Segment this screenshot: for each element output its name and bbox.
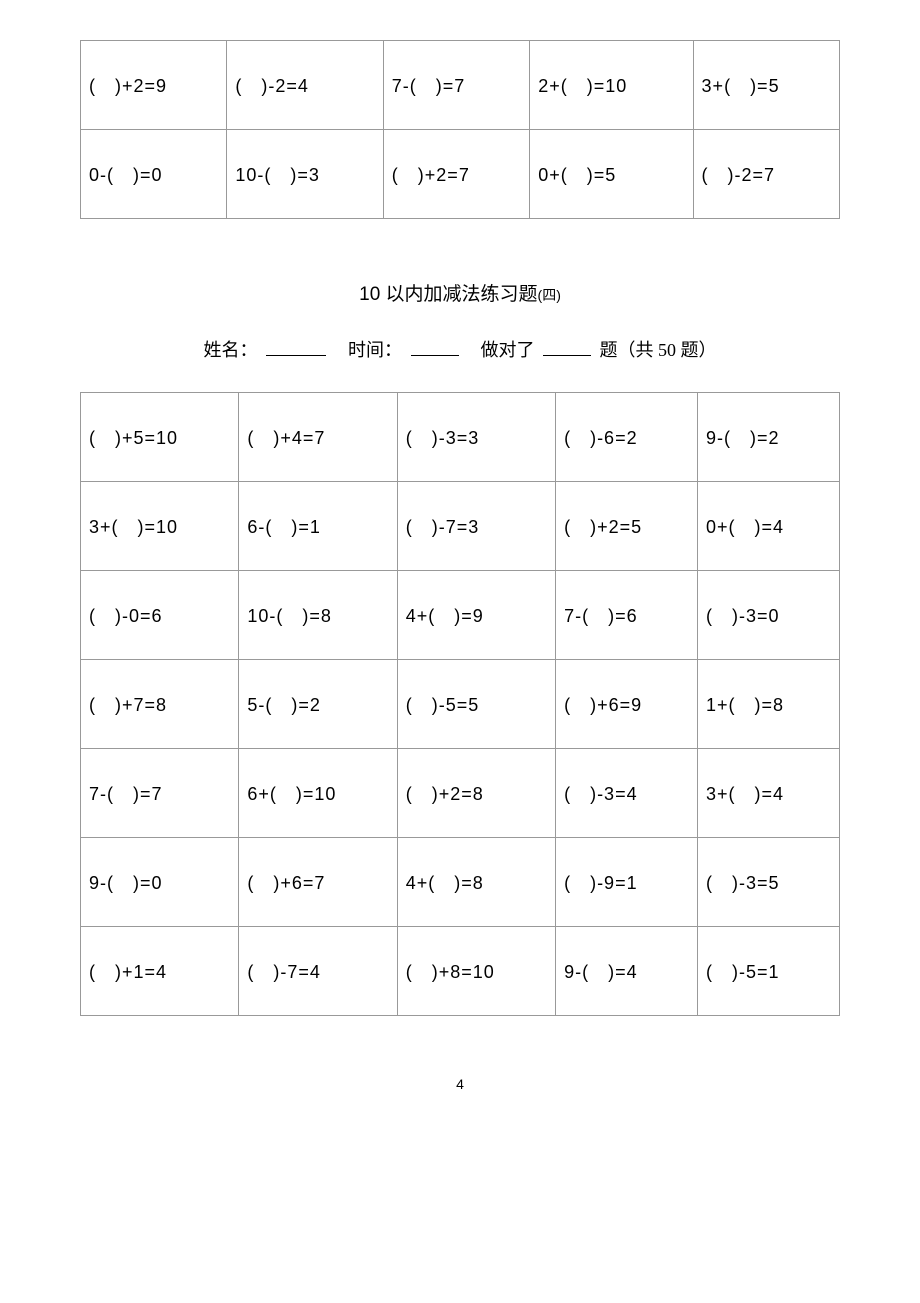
problem-cell[interactable]: ( )+2=8 bbox=[397, 749, 555, 838]
problem-cell[interactable]: 4+( )=9 bbox=[397, 571, 555, 660]
time-blank[interactable] bbox=[411, 355, 459, 356]
problem-cell[interactable]: 3+( )=4 bbox=[698, 749, 840, 838]
problem-cell[interactable]: 1+( )=8 bbox=[698, 660, 840, 749]
section-title: 10 以内加减法练习题(四) bbox=[80, 279, 840, 306]
problem-cell[interactable]: 6-( )=1 bbox=[239, 482, 397, 571]
problem-cell[interactable]: 9-( )=0 bbox=[81, 838, 239, 927]
correct-label: 做对了 bbox=[481, 340, 535, 360]
table-row: ( )+5=10( )+4=7( )-3=3( )-6=29-( )=2 bbox=[81, 393, 840, 482]
problem-cell[interactable]: 3+( )=5 bbox=[693, 41, 839, 130]
worksheet-table-1: ( )+2=9( )-2=47-( )=72+( )=103+( )=50-( … bbox=[80, 40, 840, 219]
problem-cell[interactable]: 10-( )=3 bbox=[227, 130, 383, 219]
problem-cell[interactable]: ( )+2=5 bbox=[556, 482, 698, 571]
problem-cell[interactable]: 5-( )=2 bbox=[239, 660, 397, 749]
problem-cell[interactable]: ( )+2=9 bbox=[81, 41, 227, 130]
problem-cell[interactable]: ( )+1=4 bbox=[81, 927, 239, 1016]
table-row: 9-( )=0( )+6=74+( )=8( )-9=1( )-3=5 bbox=[81, 838, 840, 927]
title-prefix: 10 以内加减法练习题 bbox=[359, 284, 537, 305]
problem-cell[interactable]: ( )-2=4 bbox=[227, 41, 383, 130]
problem-cell[interactable]: 6+( )=10 bbox=[239, 749, 397, 838]
problem-cell[interactable]: ( )-3=0 bbox=[698, 571, 840, 660]
problem-cell[interactable]: 2+( )=10 bbox=[530, 41, 693, 130]
problem-cell[interactable]: ( )+6=7 bbox=[239, 838, 397, 927]
worksheet-table-2: ( )+5=10( )+4=7( )-3=3( )-6=29-( )=23+( … bbox=[80, 392, 840, 1016]
problem-cell[interactable]: ( )-7=4 bbox=[239, 927, 397, 1016]
problem-cell[interactable]: ( )+4=7 bbox=[239, 393, 397, 482]
problem-cell[interactable]: 7-( )=6 bbox=[556, 571, 698, 660]
problem-cell[interactable]: 7-( )=7 bbox=[81, 749, 239, 838]
correct-blank[interactable] bbox=[543, 355, 591, 356]
info-line: 姓名： 时间： 做对了 题（共 50 题） bbox=[80, 336, 840, 362]
problem-cell[interactable]: ( )-3=4 bbox=[556, 749, 698, 838]
table-row: 7-( )=76+( )=10( )+2=8( )-3=43+( )=4 bbox=[81, 749, 840, 838]
problem-cell[interactable]: 0+( )=5 bbox=[530, 130, 693, 219]
table-row: ( )+7=85-( )=2( )-5=5( )+6=91+( )=8 bbox=[81, 660, 840, 749]
name-blank[interactable] bbox=[266, 355, 326, 356]
table-row: 0-( )=010-( )=3( )+2=70+( )=5( )-2=7 bbox=[81, 130, 840, 219]
problem-cell[interactable]: 9-( )=4 bbox=[556, 927, 698, 1016]
problem-cell[interactable]: ( )-5=1 bbox=[698, 927, 840, 1016]
problem-cell[interactable]: ( )-0=6 bbox=[81, 571, 239, 660]
problem-cell[interactable]: ( )-5=5 bbox=[397, 660, 555, 749]
problem-cell[interactable]: 0-( )=0 bbox=[81, 130, 227, 219]
problem-cell[interactable]: ( )+6=9 bbox=[556, 660, 698, 749]
problem-cell[interactable]: ( )+8=10 bbox=[397, 927, 555, 1016]
page-number: 4 bbox=[80, 1076, 840, 1092]
problem-cell[interactable]: 10-( )=8 bbox=[239, 571, 397, 660]
problem-cell[interactable]: ( )-7=3 bbox=[397, 482, 555, 571]
problem-cell[interactable]: 3+( )=10 bbox=[81, 482, 239, 571]
name-label: 姓名： bbox=[204, 340, 258, 360]
problem-cell[interactable]: 0+( )=4 bbox=[698, 482, 840, 571]
table-row: ( )+2=9( )-2=47-( )=72+( )=103+( )=5 bbox=[81, 41, 840, 130]
problem-cell[interactable]: ( )+5=10 bbox=[81, 393, 239, 482]
problem-cell[interactable]: 7-( )=7 bbox=[383, 41, 529, 130]
table-row: ( )-0=610-( )=84+( )=97-( )=6( )-3=0 bbox=[81, 571, 840, 660]
time-label: 时间： bbox=[348, 340, 402, 360]
problem-cell[interactable]: 4+( )=8 bbox=[397, 838, 555, 927]
problem-cell[interactable]: ( )+2=7 bbox=[383, 130, 529, 219]
problem-cell[interactable]: ( )-3=5 bbox=[698, 838, 840, 927]
problem-cell[interactable]: ( )-3=3 bbox=[397, 393, 555, 482]
title-suffix: (四) bbox=[538, 287, 561, 303]
problem-cell[interactable]: ( )+7=8 bbox=[81, 660, 239, 749]
problem-cell[interactable]: 9-( )=2 bbox=[698, 393, 840, 482]
problem-cell[interactable]: ( )-2=7 bbox=[693, 130, 839, 219]
table-row: ( )+1=4( )-7=4( )+8=109-( )=4( )-5=1 bbox=[81, 927, 840, 1016]
table-row: 3+( )=106-( )=1( )-7=3( )+2=50+( )=4 bbox=[81, 482, 840, 571]
problem-cell[interactable]: ( )-6=2 bbox=[556, 393, 698, 482]
info-suffix: 题（共 50 题） bbox=[600, 340, 717, 360]
problem-cell[interactable]: ( )-9=1 bbox=[556, 838, 698, 927]
